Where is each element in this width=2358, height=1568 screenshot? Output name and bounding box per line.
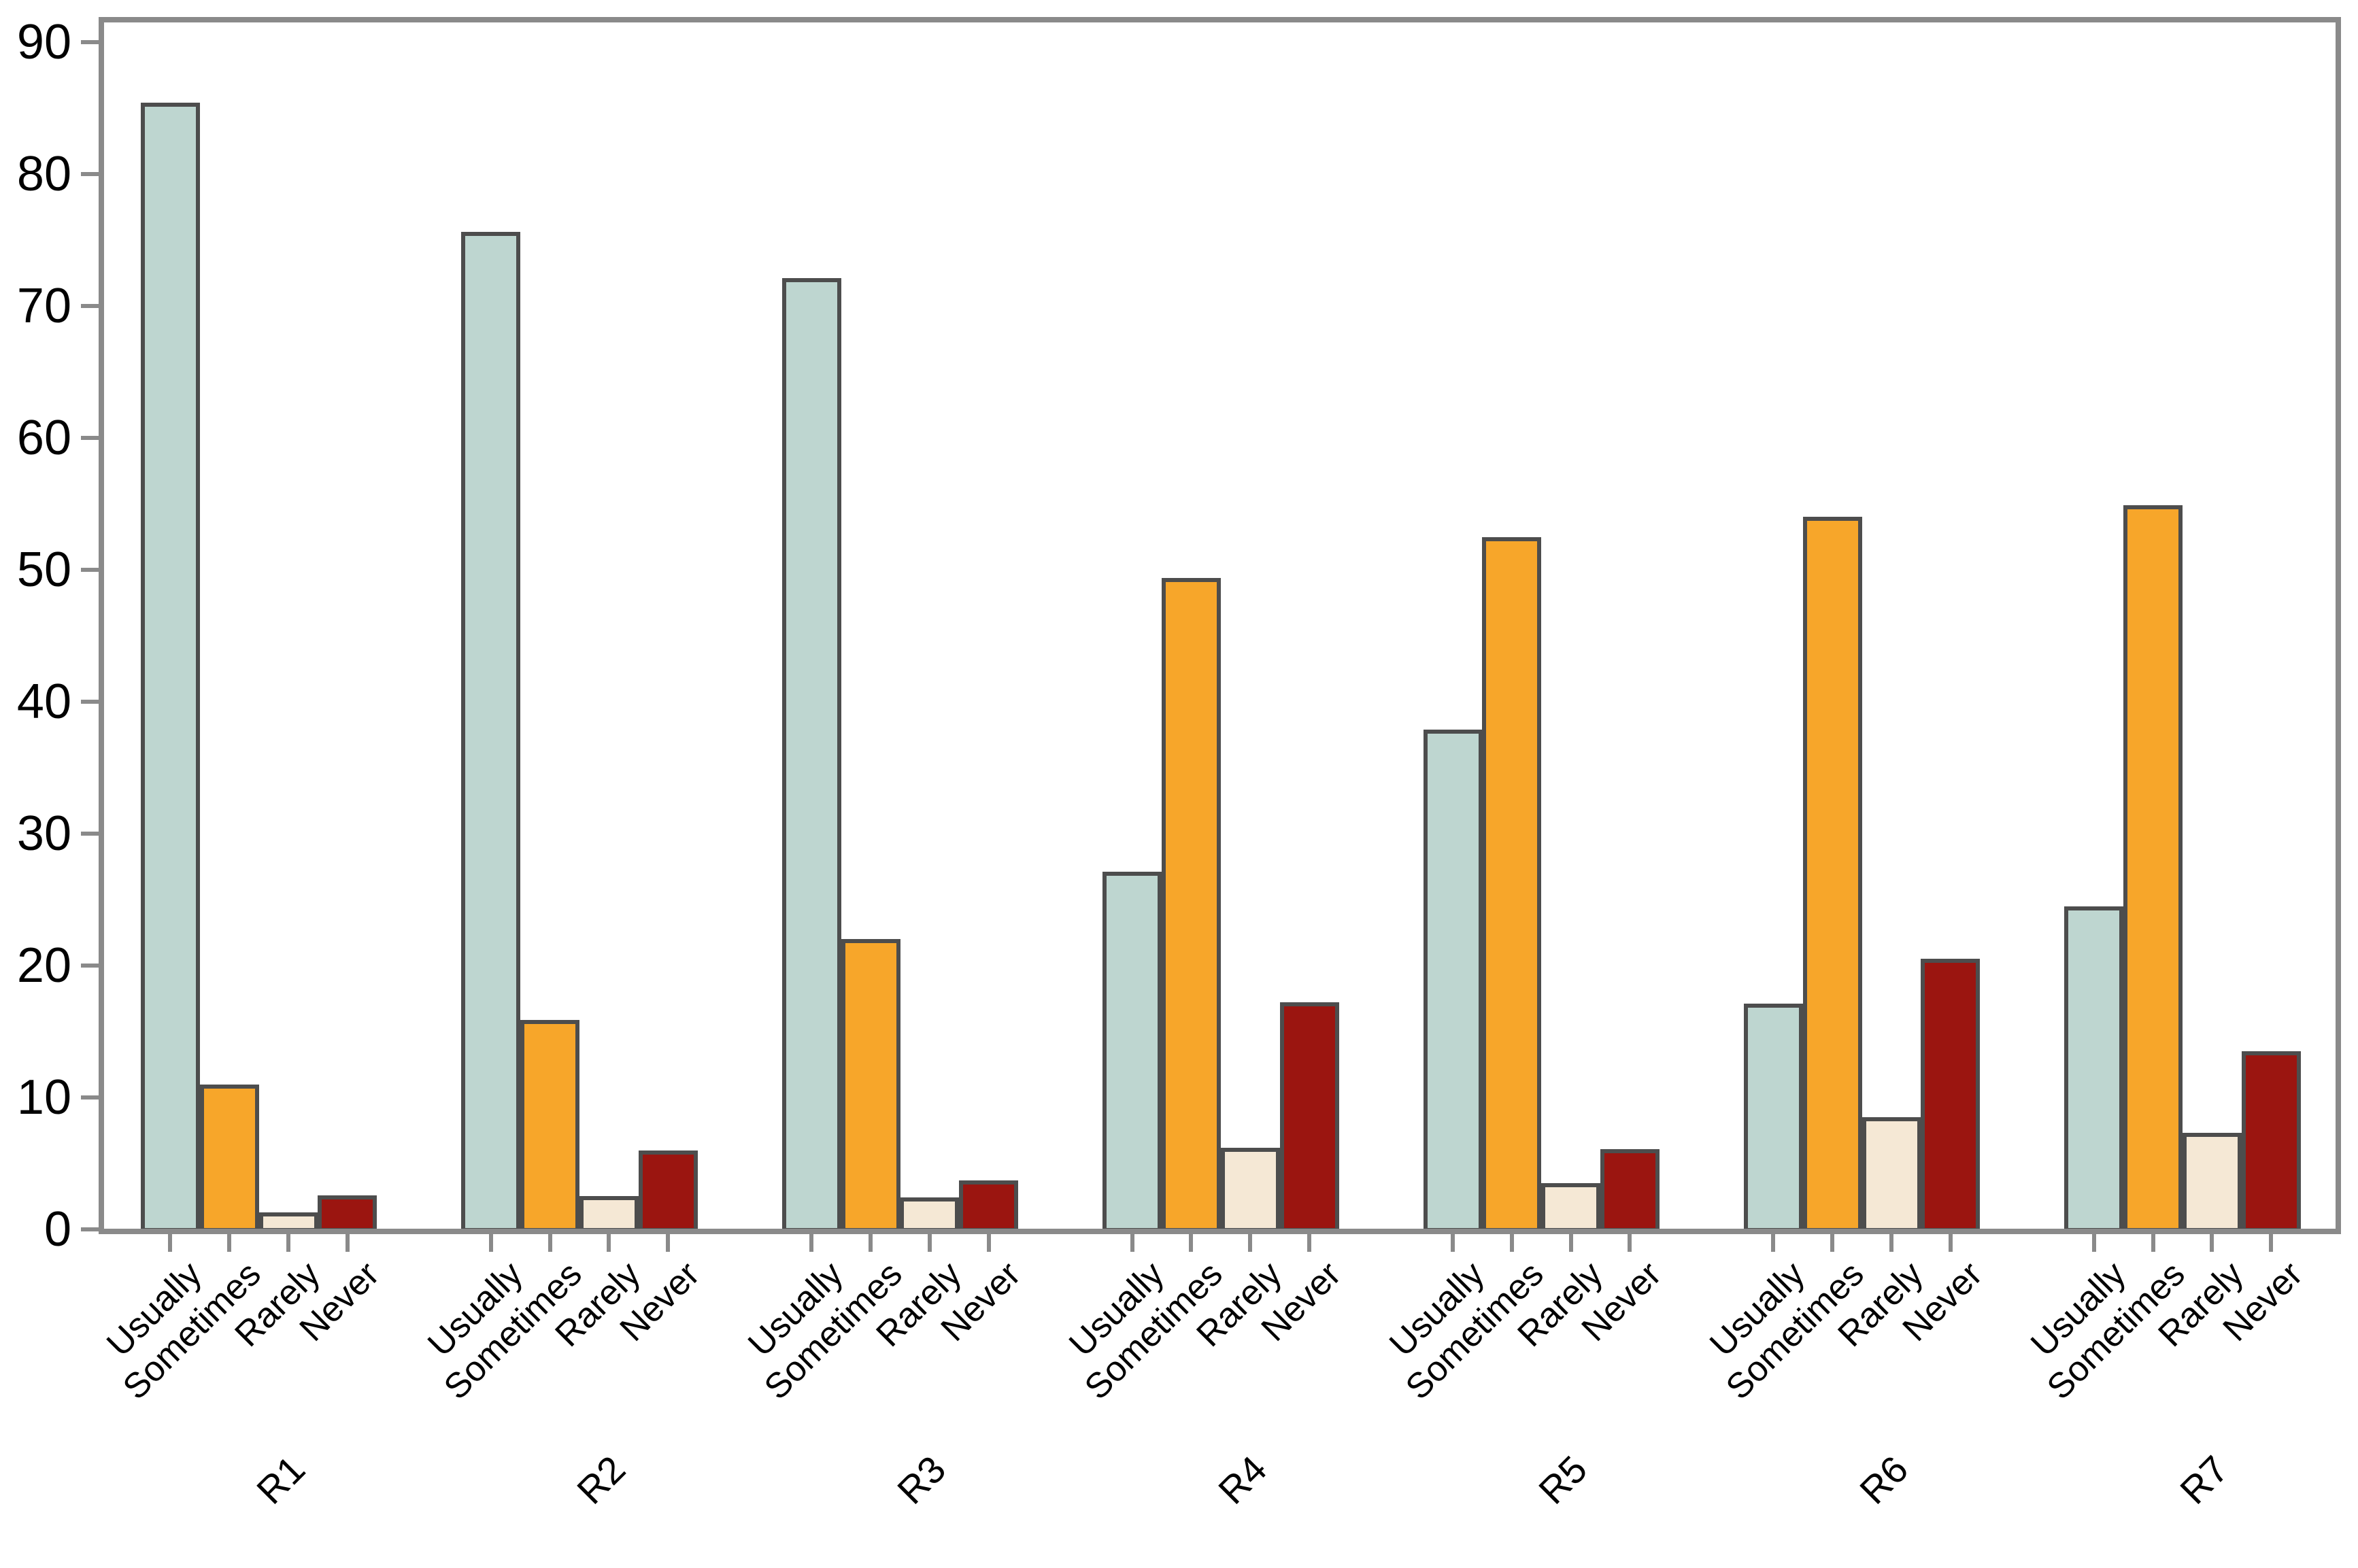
y-tick-label: 40 bbox=[16, 675, 71, 729]
r2-never-bar bbox=[639, 1151, 698, 1232]
x-axis-tick bbox=[1451, 1234, 1455, 1252]
y-tick-label: 60 bbox=[16, 411, 71, 465]
x-axis-tick bbox=[1889, 1234, 1893, 1252]
y-axis-tick bbox=[81, 1227, 99, 1231]
x-axis-tick bbox=[809, 1234, 814, 1252]
x-axis-line bbox=[99, 1229, 2341, 1234]
r6-rarely-bar bbox=[1862, 1117, 1921, 1232]
r3-never-bar bbox=[959, 1180, 1018, 1232]
y-axis-tick bbox=[81, 172, 99, 176]
y-axis-tick bbox=[81, 832, 99, 836]
y-tick-label: 80 bbox=[16, 147, 71, 201]
x-axis-tick bbox=[1771, 1234, 1776, 1252]
y-tick-label: 10 bbox=[16, 1070, 71, 1125]
y-axis-tick bbox=[81, 700, 99, 704]
x-axis-tick bbox=[1830, 1234, 1835, 1252]
r3-usually-bar bbox=[782, 278, 841, 1232]
r7-rarely-bar bbox=[2183, 1133, 2242, 1232]
r2-sometimes-bar bbox=[520, 1020, 579, 1232]
x-axis-tick bbox=[607, 1234, 611, 1252]
x-axis-tick bbox=[1307, 1234, 1311, 1252]
y-tick-label: 30 bbox=[16, 806, 71, 861]
r6-usually-bar bbox=[1744, 1004, 1803, 1232]
r4-never-bar bbox=[1280, 1002, 1339, 1232]
y-axis-tick bbox=[81, 304, 99, 308]
r4-sometimes-bar bbox=[1162, 578, 1221, 1232]
x-axis-tick bbox=[986, 1234, 991, 1252]
r1-never-bar bbox=[318, 1195, 377, 1232]
r3-sometimes-bar bbox=[841, 939, 900, 1232]
x-axis-tick bbox=[2091, 1234, 2096, 1252]
x-axis-tick bbox=[1509, 1234, 1514, 1252]
x-axis-tick bbox=[666, 1234, 671, 1252]
x-axis-tick bbox=[488, 1234, 493, 1252]
r2-rarely-bar bbox=[579, 1196, 639, 1232]
x-axis-tick bbox=[345, 1234, 350, 1252]
r1-sometimes-bar bbox=[200, 1085, 259, 1232]
r5-never-bar bbox=[1600, 1149, 1660, 1232]
x-axis-tick bbox=[869, 1234, 873, 1252]
r5-rarely-bar bbox=[1541, 1183, 1600, 1232]
r6-never-bar bbox=[1921, 959, 1980, 1232]
r7-never-bar bbox=[2242, 1051, 2301, 1232]
x-axis-tick bbox=[2210, 1234, 2214, 1252]
r5-usually-bar bbox=[1424, 730, 1483, 1232]
x-axis-tick bbox=[2151, 1234, 2155, 1252]
r6-sometimes-bar bbox=[1803, 517, 1862, 1232]
x-axis-tick bbox=[227, 1234, 232, 1252]
y-axis-tick bbox=[81, 568, 99, 572]
r4-rarely-bar bbox=[1221, 1148, 1280, 1232]
y-axis-tick bbox=[81, 1095, 99, 1100]
y-tick-label: 90 bbox=[16, 15, 71, 69]
y-axis-tick bbox=[81, 964, 99, 968]
x-axis-tick bbox=[1248, 1234, 1253, 1252]
x-axis-tick bbox=[286, 1234, 290, 1252]
x-axis-tick bbox=[1130, 1234, 1134, 1252]
x-axis-tick bbox=[927, 1234, 932, 1252]
y-axis-tick bbox=[81, 40, 99, 44]
x-axis-tick bbox=[168, 1234, 173, 1252]
x-axis-tick bbox=[548, 1234, 552, 1252]
r7-usually-bar bbox=[2064, 906, 2123, 1232]
r5-sometimes-bar bbox=[1482, 537, 1541, 1232]
x-axis-tick bbox=[2269, 1234, 2274, 1252]
x-axis-tick bbox=[1568, 1234, 1573, 1252]
r3-rarely-bar bbox=[900, 1197, 959, 1232]
r1-usually-bar bbox=[141, 103, 200, 1232]
r4-usually-bar bbox=[1102, 872, 1162, 1232]
y-axis-tick bbox=[81, 436, 99, 440]
x-axis-tick bbox=[1948, 1234, 1953, 1252]
y-tick-label: 20 bbox=[16, 938, 71, 993]
r2-usually-bar bbox=[461, 232, 520, 1232]
y-tick-label: 50 bbox=[16, 543, 71, 597]
y-tick-label: 70 bbox=[16, 279, 71, 333]
r7-sometimes-bar bbox=[2123, 505, 2183, 1232]
x-axis-tick bbox=[1628, 1234, 1632, 1252]
x-axis-tick bbox=[1189, 1234, 1194, 1252]
y-tick-label: 0 bbox=[44, 1202, 71, 1257]
